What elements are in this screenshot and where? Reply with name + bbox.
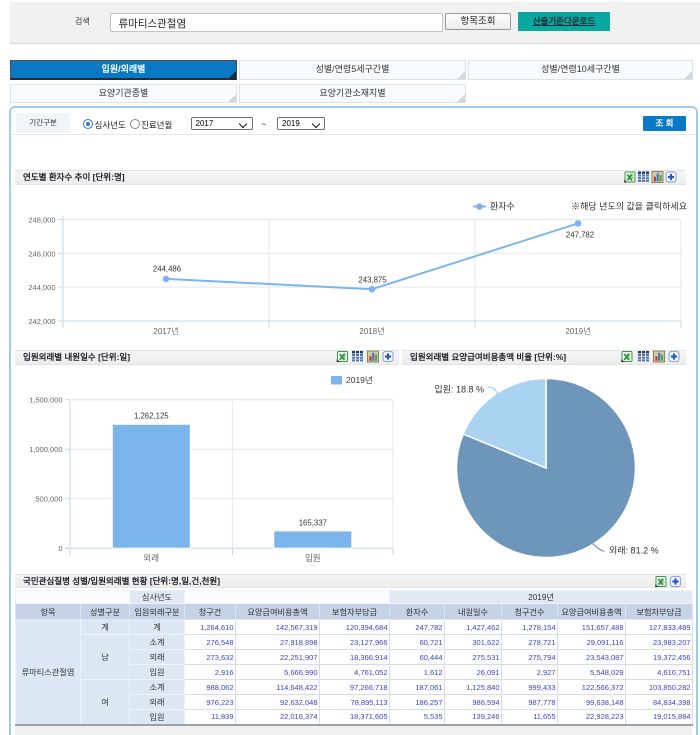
svg-text:248,000: 248,000 <box>28 215 55 224</box>
svg-text:246,000: 246,000 <box>28 249 55 258</box>
svg-text:243,875: 243,875 <box>358 276 387 285</box>
svg-text:165,337: 165,337 <box>299 519 327 528</box>
svg-text:2019년: 2019년 <box>346 375 373 385</box>
svg-text:2017년: 2017년 <box>153 326 178 336</box>
svg-text:1,262,125: 1,262,125 <box>134 412 169 421</box>
svg-text:2018년: 2018년 <box>359 326 384 336</box>
svg-text:외래: 외래 <box>143 553 159 563</box>
svg-text:2019년: 2019년 <box>565 326 590 336</box>
svg-text:244,486: 244,486 <box>153 265 181 274</box>
svg-text:외래: 81.2 %: 외래: 81.2 % <box>609 545 659 556</box>
svg-text:244,000: 244,000 <box>28 283 55 292</box>
svg-text:입원: 입원 <box>305 553 321 563</box>
svg-text:입원: 18.8 %: 입원: 18.8 % <box>434 384 484 395</box>
svg-text:1,000,000: 1,000,000 <box>29 445 62 454</box>
svg-text:1,500,000: 1,500,000 <box>29 396 62 405</box>
svg-text:환자수: 환자수 <box>490 201 515 212</box>
svg-text:242,000: 242,000 <box>28 317 55 326</box>
svg-text:247,782: 247,782 <box>566 231 594 240</box>
svg-text:※해당 년도의 값을 클릭하세요: ※해당 년도의 값을 클릭하세요 <box>571 201 687 212</box>
svg-text:0: 0 <box>58 544 62 553</box>
svg-text:500,000: 500,000 <box>35 495 62 504</box>
